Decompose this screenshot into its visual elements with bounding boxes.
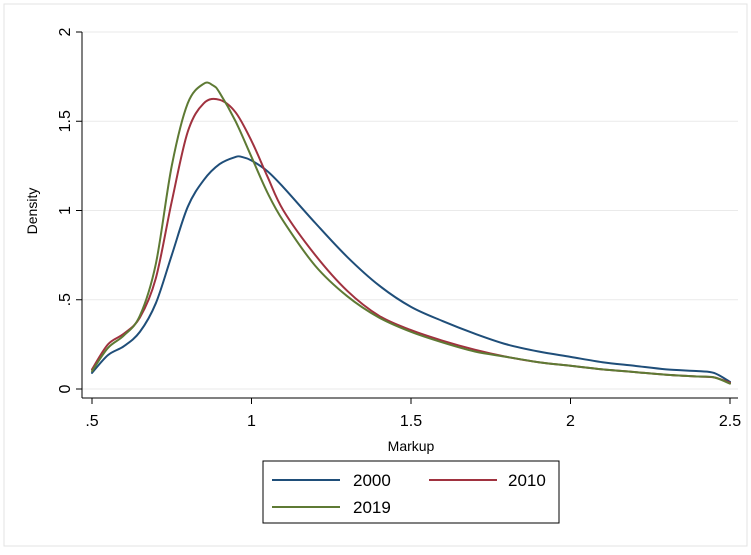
x-tick-label: .5 xyxy=(85,413,98,430)
y-tick-label: 2 xyxy=(57,27,74,36)
legend-label-2019: 2019 xyxy=(353,498,391,517)
x-tick-label: 1.5 xyxy=(400,413,422,430)
y-tick-label: 1 xyxy=(57,206,74,215)
y-tick-label: 0 xyxy=(57,384,74,393)
legend: 2000 2010 2019 xyxy=(262,460,560,524)
series-layer xyxy=(91,81,731,385)
axes-layer xyxy=(81,32,738,399)
legend-box xyxy=(262,460,560,524)
x-tick-label: 2 xyxy=(566,413,575,430)
outer-frame xyxy=(3,3,748,547)
y-tick-label: 1.5 xyxy=(57,110,74,132)
legend-label-2010: 2010 xyxy=(508,471,546,490)
series-line-2019 xyxy=(91,81,731,385)
tick-layer: 0.511.52.5 1 1.5 2 2.5 xyxy=(57,27,741,430)
legend-label-2000: 2000 xyxy=(353,471,391,490)
x-tick-label: 1 xyxy=(247,413,256,430)
series-line-2000 xyxy=(91,155,731,383)
y-axis-label: Density xyxy=(24,188,40,235)
x-axis-label: Markup xyxy=(388,438,435,454)
grid-layer xyxy=(82,31,738,390)
x-tick-label: 2.5 xyxy=(719,413,741,430)
y-tick-label: .5 xyxy=(57,293,74,306)
